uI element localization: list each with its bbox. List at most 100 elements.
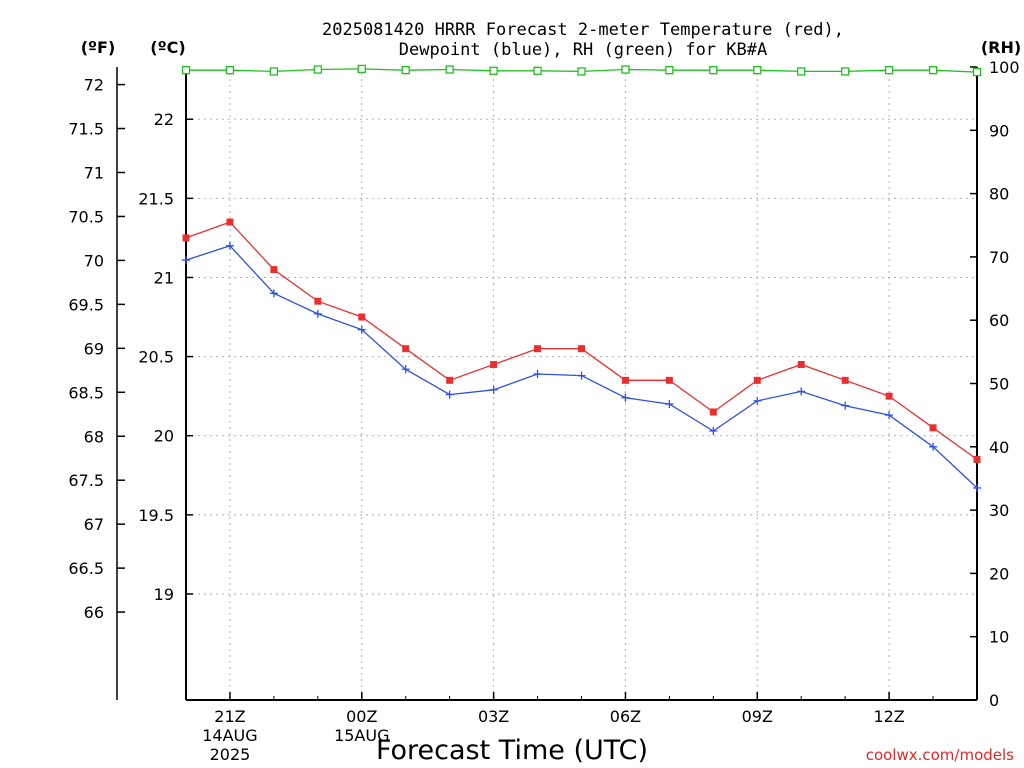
rh-tick-label: 30: [989, 501, 1009, 520]
dewpoint-point: [709, 426, 718, 435]
dewpoint-point: [401, 365, 410, 374]
fahrenheit-tick-label: 72: [84, 76, 104, 95]
fahrenheit-tick-label: 68: [84, 427, 104, 446]
dewpoint-point: [357, 325, 366, 334]
x-tick-label: 14AUG: [202, 726, 257, 745]
grid-lines: [186, 67, 977, 700]
dewpoint-point: [841, 401, 850, 410]
rh-tick-label: 100: [989, 58, 1020, 77]
credit-label: coolwx.com/models: [866, 746, 1014, 764]
rh-point: [753, 66, 762, 75]
temperature-point: [490, 361, 498, 369]
dewpoint-line: [185, 245, 978, 489]
rh-tick-label: 0: [989, 691, 999, 710]
celsius-tick-label: 20.5: [138, 348, 174, 367]
rh-tick-label: 90: [989, 121, 1009, 140]
fahrenheit-tick-label: 67: [84, 515, 104, 534]
dewpoint-point: [973, 483, 981, 492]
rh-point: [928, 66, 938, 75]
celsius-unit-label: (ºC): [150, 38, 185, 57]
celsius-tick-label: 19: [154, 585, 174, 604]
temperature-point: [709, 408, 717, 416]
dewpoint-point: [753, 396, 762, 405]
dewpoint-point: [929, 442, 938, 451]
temperature-point: [885, 392, 893, 400]
temperature-line: [185, 221, 978, 461]
rh-point: [577, 67, 586, 76]
temperature-point: [446, 376, 454, 384]
rh-tick-label: 50: [989, 375, 1009, 394]
rh-point: [269, 67, 279, 76]
fahrenheit-tick-label: 71: [84, 164, 104, 183]
dewpoint-point: [533, 370, 542, 379]
x-tick-label: 2025: [210, 745, 251, 764]
rh-point: [841, 67, 850, 76]
temperature-point: [534, 345, 542, 353]
dewpoint-point: [489, 385, 498, 394]
x-tick-label: 03Z: [478, 707, 509, 726]
dewpoint-point: [797, 387, 806, 396]
x-axis-label: Forecast Time (UTC): [376, 735, 648, 766]
fahrenheit-tick-label: 69.5: [68, 295, 104, 314]
x-tick-label: 21Z: [214, 707, 245, 726]
fahrenheit-tick-label: 67.5: [68, 471, 104, 490]
fahrenheit-tick-label: 68.5: [68, 383, 104, 402]
fahrenheit-unit-label: (ºF): [81, 38, 116, 57]
rh-point: [884, 66, 894, 75]
rh-point: [533, 66, 542, 75]
celsius-tick-label: 20: [154, 427, 174, 446]
celsius-tick-label: 22: [154, 110, 174, 129]
chart-title-line-2: Dewpoint (blue), RH (green) for KB#A: [399, 40, 767, 60]
fahrenheit-tick-label: 70: [84, 251, 104, 270]
fahrenheit-tick-label: 69: [84, 339, 104, 358]
rh-point: [357, 64, 366, 74]
rh-point: [621, 65, 630, 74]
dewpoint-point: [225, 241, 234, 250]
temperature-point: [402, 345, 410, 353]
temperature-point: [226, 218, 234, 226]
temperature-point: [621, 376, 629, 384]
rh-tick-label: 10: [989, 628, 1009, 647]
celsius-tick-label: 21.5: [138, 189, 174, 208]
x-tick-label: 15AUG: [334, 726, 389, 745]
fahrenheit-tick-label: 71.5: [68, 120, 104, 139]
fahrenheit-tick-label: 70.5: [68, 207, 104, 226]
dewpoint-point: [313, 309, 322, 318]
dewpoint-point: [665, 400, 674, 409]
rh-point: [797, 67, 806, 76]
dewpoint-point: [445, 390, 454, 399]
temperature-point: [182, 234, 190, 242]
rh-point: [313, 65, 322, 74]
dewpoint-point: [577, 371, 586, 380]
temperature-point: [578, 345, 585, 353]
temperature-point: [314, 297, 322, 305]
rh-point: [709, 66, 718, 75]
dewpoint-point: [621, 393, 630, 402]
fahrenheit-tick-label: 66.5: [68, 559, 104, 578]
rh-unit-label: (RH): [981, 38, 1021, 57]
rh-point: [972, 67, 982, 77]
x-tick-label: 12Z: [873, 707, 904, 726]
rh-tick-label: 80: [989, 185, 1009, 204]
rh-point: [225, 66, 235, 75]
temperature-point: [665, 376, 673, 384]
dewpoint-point: [269, 289, 278, 298]
temperature-point: [753, 376, 761, 384]
rh-tick-label: 70: [989, 248, 1009, 267]
celsius-tick-label: 19.5: [138, 506, 174, 525]
dewpoint-point: [885, 411, 894, 420]
tick-labels: 19 19.5 20 20.5 21 21.5 22 66 66.5 67 67.5 68 68.5 69…: [68, 58, 1019, 764]
rh-point: [181, 66, 191, 75]
fahrenheit-tick-label: 66: [84, 603, 104, 622]
rh-point: [665, 66, 674, 75]
x-tick-label: 00Z: [346, 707, 377, 726]
temperature-point: [973, 455, 981, 463]
temperature-point: [270, 266, 278, 274]
rh-tick-label: 40: [989, 438, 1009, 457]
rh-point: [489, 66, 498, 75]
rh-tick-label: 60: [989, 311, 1009, 330]
temperature-point: [358, 313, 366, 321]
x-tick-label: 09Z: [742, 707, 773, 726]
data-series: [181, 64, 982, 492]
